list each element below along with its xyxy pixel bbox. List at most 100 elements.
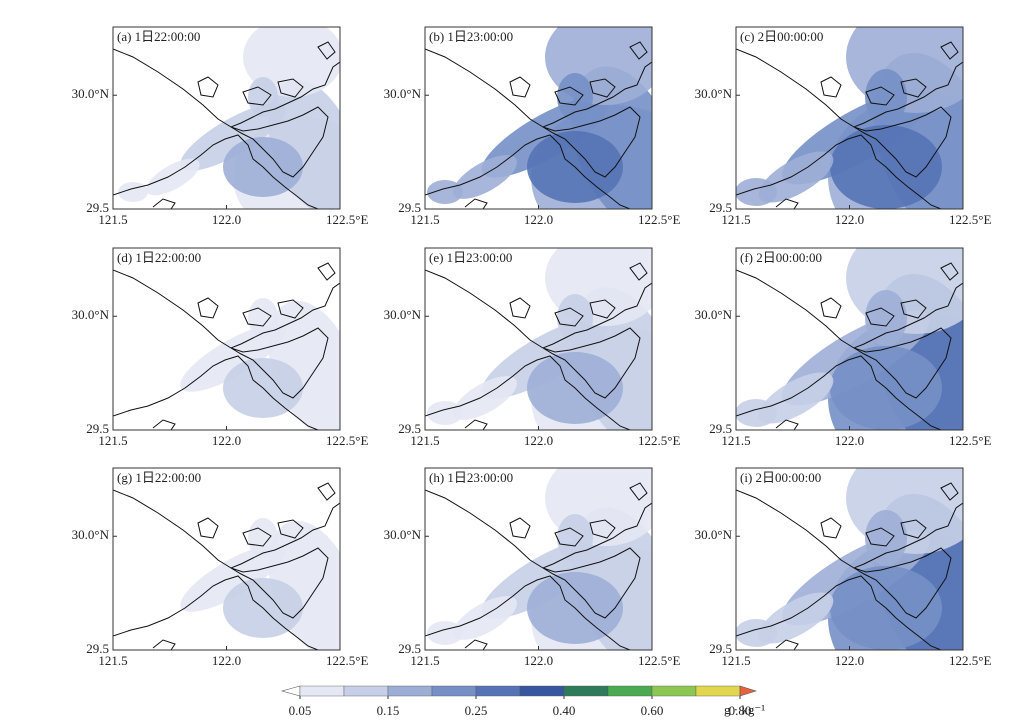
x-tick-label: 121.5 [410,433,439,448]
map-panel: (d) 1日22:00:00 121.5 122.0 122.5°E 29.5 30.0°… [72,247,368,448]
y-tick-label: 30.0°N [72,86,110,101]
contour-fill [758,592,834,644]
x-tick-label: 121.5 [410,653,439,668]
map-fill [113,27,340,209]
contour-fill [865,290,907,346]
x-tick-label: 122.5°E [638,433,680,448]
contour-fill [248,298,278,338]
colorbar-under [280,685,301,697]
contour-fill [736,399,777,427]
colorbar-segment [563,685,609,697]
contour-fill [736,619,777,647]
x-tick-label: 121.5 [98,433,127,448]
x-tick-label: 122.0 [212,653,241,668]
y-tick-label: 29.5 [398,421,421,436]
y-tick-label: 29.5 [709,421,732,436]
y-tick-label: 30.0°N [384,86,422,101]
y-tick-label: 29.5 [709,641,732,656]
y-tick-label: 30.0°N [72,527,110,542]
panel-label: (c) 2日00:00:00 [740,29,823,44]
contour-fill [146,158,200,196]
x-tick-label: 122.5°E [949,653,991,668]
y-tick-label: 29.5 [398,641,421,656]
x-tick-label: 121.5 [721,653,750,668]
x-tick-label: 121.5 [721,433,750,448]
contour-fill [453,376,517,420]
map-panel: (g) 1日22:00:00 121.5 122.0 122.5°E 29.5 30.0°… [72,467,368,668]
map-fill [425,468,652,650]
colorbar-over [739,685,758,697]
colorbar-segment [343,685,389,697]
contour-fill [557,514,593,562]
x-tick-label: 121.5 [98,653,127,668]
colorbar-segment [519,685,565,697]
x-tick-label: 122.0 [835,212,864,227]
contour-fill [736,178,777,206]
x-tick-label: 122.5°E [326,653,368,668]
y-tick-label: 30.0°N [384,307,422,322]
colorbar-tick-label: 0.15 [377,703,400,718]
x-tick-label: 122.0 [835,653,864,668]
x-tick-label: 121.5 [98,212,127,227]
y-tick-label: 30.0°N [695,86,733,101]
x-tick-label: 122.5°E [326,212,368,227]
x-tick-label: 122.0 [524,653,553,668]
panel-label: (f) 2日00:00:00 [740,250,822,265]
contour-fill [453,155,517,199]
panel-label: (b) 1日23:00:00 [429,29,513,44]
map-fill [736,248,963,430]
x-tick-label: 122.0 [212,212,241,227]
x-tick-label: 122.5°E [638,212,680,227]
contour-fill [427,180,463,204]
panel-label: (h) 1日23:00:00 [429,470,513,485]
colorbar-segment [431,685,477,697]
y-tick-label: 29.5 [86,200,109,215]
colorbar-tick-label: 0.05 [289,703,312,718]
x-tick-label: 122.0 [835,433,864,448]
contour-fill [557,294,593,342]
map-fill [736,27,963,209]
colorbar-tick-label: 0.80 [729,703,752,718]
panel-label: (e) 1日23:00:00 [429,250,512,265]
y-tick-label: 29.5 [86,421,109,436]
contour-fill [557,73,593,121]
map-fill [425,27,652,209]
colorbar-segment [607,685,653,697]
map-panel: (f) 2日00:00:00 121.5 122.0 122.5°E 29.5 30.0°… [695,247,991,448]
y-tick-label: 30.0°N [695,307,733,322]
x-tick-label: 122.5°E [949,433,991,448]
x-tick-label: 122.0 [524,433,553,448]
x-tick-label: 122.5°E [326,433,368,448]
map-fill [113,468,340,650]
colorbar-units: g · kg⁻¹ [724,702,765,717]
contour-fill [427,401,463,425]
panel-label: (g) 1日22:00:00 [117,470,201,485]
panel-label: (d) 1日22:00:00 [117,250,201,265]
contour-fill [865,69,907,125]
map-fill [113,248,340,430]
x-tick-label: 122.5°E [949,212,991,227]
contour-fill [758,151,834,203]
map-fill [736,468,963,650]
contour-fill [248,77,278,117]
colorbar-segment [695,685,741,697]
panel-label: (i) 2日00:00:00 [740,470,821,485]
map-panel: (i) 2日00:00:00 121.5 122.0 122.5°E 29.5 30.0°… [695,467,991,668]
panel-label: (a) 1日22:00:00 [117,29,200,44]
map-panel: (a) 1日22:00:00 121.5 122.0 122.5°E 29.5 30.0°… [72,26,368,227]
map-panel: (e) 1日23:00:00 121.5 122.0 122.5°E 29.5 30.0°… [384,247,680,448]
contour-fill [758,372,834,424]
y-tick-label: 30.0°N [695,527,733,542]
contour-fill [453,596,517,640]
colorbar-tick-label: 0.25 [465,703,488,718]
colorbar-segment [651,685,697,697]
colorbar-tick-label: 0.60 [641,703,664,718]
y-tick-label: 29.5 [709,200,732,215]
contour-fill [248,518,278,558]
colorbar-tick-label: 0.40 [553,703,576,718]
contour-fill [865,510,907,566]
y-tick-label: 30.0°N [384,527,422,542]
map-panel: (b) 1日23:00:00 121.5 122.0 122.5°E 29.5 30.0°… [384,26,680,227]
y-tick-label: 30.0°N [72,307,110,322]
